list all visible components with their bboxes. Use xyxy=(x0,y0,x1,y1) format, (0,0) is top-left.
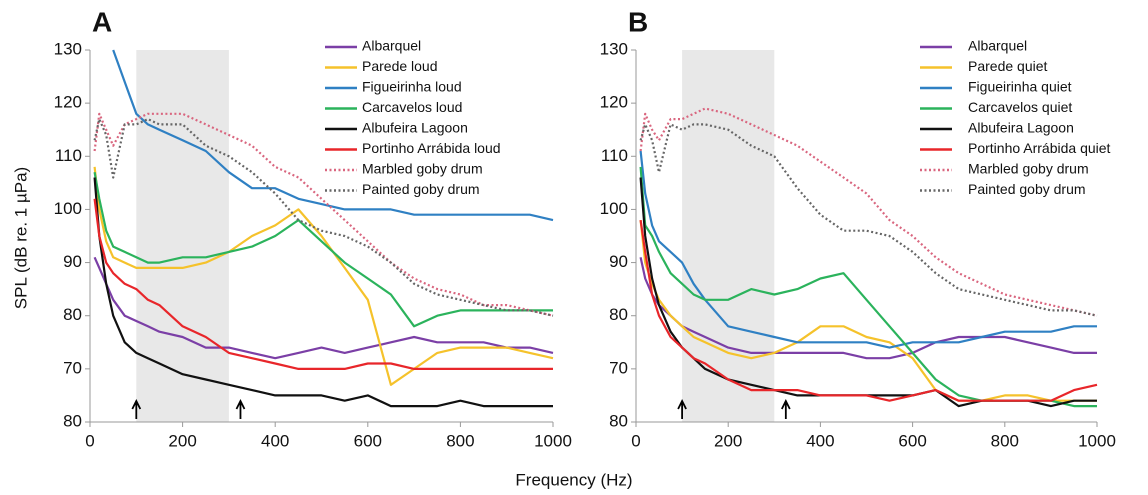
legend-label: Painted goby drum xyxy=(968,181,1086,197)
legend-label: Portinho Arrábida quiet xyxy=(968,140,1111,156)
legend-label: Carcavelos quiet xyxy=(968,99,1072,115)
x-tick-label: 1000 xyxy=(1078,431,1116,450)
series-line xyxy=(639,107,1098,317)
arrow xyxy=(235,398,246,419)
series-line xyxy=(639,219,1098,402)
x-tick-label: 800 xyxy=(446,431,474,450)
y-axis-label: SPL (dB re. 1 µPa) xyxy=(11,167,30,309)
x-tick-label: 0 xyxy=(631,431,640,450)
legend-label: Marbled goby drum xyxy=(968,161,1089,177)
y-tick-label: 100 xyxy=(600,199,628,218)
series-line xyxy=(93,172,553,328)
shaded-band xyxy=(136,50,229,422)
x-tick-label: 1000 xyxy=(534,431,572,450)
series-line xyxy=(93,118,554,317)
legend-label: Albufeira Lagoon xyxy=(362,120,468,136)
arrow xyxy=(781,398,791,419)
series-line xyxy=(93,198,553,370)
x-tick-label: 400 xyxy=(806,431,834,450)
y-tick-label: 130 xyxy=(54,39,82,58)
y-tick-label: 120 xyxy=(600,93,628,112)
series-line xyxy=(639,150,1097,349)
x-tick-label: 800 xyxy=(991,431,1019,450)
y-tick-label: 80 xyxy=(609,411,628,430)
legend-label: Albarquel xyxy=(362,38,421,54)
y-tick-label: 70 xyxy=(63,358,82,377)
arrow xyxy=(677,398,687,419)
legend-label: Carcavelos loud xyxy=(362,99,462,115)
y-tick-label: 90 xyxy=(63,252,82,271)
x-tick-label: 600 xyxy=(898,431,926,450)
series-line xyxy=(93,256,554,360)
legend-label: Painted goby drum xyxy=(362,181,480,197)
legend-label: Marbled goby drum xyxy=(362,161,483,177)
legend-label: Figueirinha quiet xyxy=(968,79,1072,95)
series-line xyxy=(639,219,1097,402)
x-tick-label: 400 xyxy=(261,431,289,450)
x-axis-label: Frequency (Hz) xyxy=(515,470,632,489)
series-line xyxy=(93,177,553,408)
x-tick-label: 200 xyxy=(714,431,742,450)
y-tick-label: 100 xyxy=(54,199,82,218)
legend-label: Figueirinha loud xyxy=(362,79,462,95)
series-line xyxy=(112,49,554,222)
x-tick-label: 0 xyxy=(85,431,94,450)
y-tick-label: 120 xyxy=(54,93,82,112)
legend-label: Albufeira Lagoon xyxy=(968,120,1074,136)
legend-label: Parede loud xyxy=(362,58,438,74)
y-tick-label: 80 xyxy=(63,411,82,430)
legend-label: Albarquel xyxy=(968,38,1027,54)
y-tick-label: 80 xyxy=(63,305,82,324)
legend-label: Portinho Arrábida loud xyxy=(362,140,501,156)
y-tick-label: 70 xyxy=(609,358,628,377)
series-line xyxy=(93,166,554,386)
shaded-band xyxy=(682,50,775,422)
y-tick-label: 90 xyxy=(609,252,628,271)
y-tick-label: 130 xyxy=(600,39,628,58)
panel-label: B xyxy=(628,6,648,37)
arrow xyxy=(131,398,142,419)
panel-label: A xyxy=(92,6,112,37)
y-tick-label: 110 xyxy=(55,146,82,165)
x-tick-label: 600 xyxy=(354,431,382,450)
y-tick-label: 110 xyxy=(601,146,628,165)
series-line xyxy=(639,123,1098,317)
x-tick-label: 200 xyxy=(168,431,196,450)
legend-label: Parede quiet xyxy=(968,58,1048,74)
y-tick-label: 80 xyxy=(609,305,628,324)
